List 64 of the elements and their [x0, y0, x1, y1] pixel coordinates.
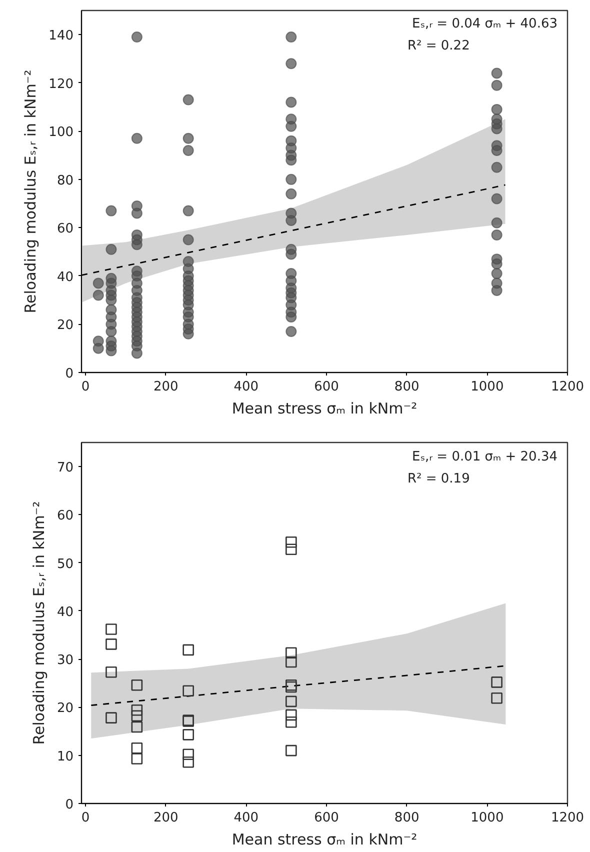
- point: [106, 624, 117, 635]
- y-tick-label: 40: [56, 270, 74, 285]
- x-tick-label: 1000: [470, 810, 504, 826]
- x-tick-label: 800: [394, 810, 420, 826]
- annotation: R² = 0.19: [408, 472, 470, 486]
- x-tick-label: 0: [81, 810, 90, 826]
- point: [106, 638, 117, 650]
- y-tick-label: 120: [48, 76, 74, 92]
- x-tick-label: 200: [153, 810, 178, 826]
- x-tick-label: 1000: [470, 380, 504, 394]
- point: [286, 536, 297, 548]
- point: [491, 692, 502, 704]
- y-tick-label: 60: [56, 222, 74, 237]
- y-tick-label: 0: [65, 366, 74, 382]
- point: [286, 544, 297, 556]
- point: [286, 696, 297, 708]
- y-tick-label: 10: [56, 749, 74, 764]
- x-tick-label: 400: [234, 380, 259, 394]
- point: [286, 647, 297, 658]
- x-tick-label: 800: [394, 380, 420, 394]
- y-tick-label: 20: [56, 318, 74, 334]
- point: [491, 676, 502, 688]
- y-tick-label: 30: [56, 653, 74, 668]
- x-tick-label: 1200: [550, 380, 584, 394]
- point: [106, 666, 117, 678]
- point: [286, 656, 297, 668]
- y-tick-label: 80: [56, 173, 74, 188]
- annotation: Eₛ,ᵣ = 0.01 σₘ + 20.34: [412, 450, 558, 464]
- y-tick-label: 140: [48, 28, 74, 44]
- annotation: Eₛ,ᵣ = 0.04 σₘ + 40.63: [412, 16, 558, 32]
- y-tick-label: 20: [56, 701, 74, 716]
- line-series: [90, 665, 506, 706]
- y-axis-title: Reloading modulus Eₛ,ᵣ in kNm⁻²: [30, 501, 48, 745]
- point: [182, 685, 194, 697]
- point: [131, 742, 143, 754]
- point: [182, 756, 194, 768]
- x-axis-title: Mean stress σₘ in kNm⁻²: [232, 400, 418, 418]
- point: [131, 679, 143, 691]
- point: [286, 744, 297, 756]
- point: [286, 716, 297, 728]
- point: [182, 729, 194, 740]
- y-tick-label: 70: [56, 460, 74, 476]
- annotation: R² = 0.22: [408, 38, 470, 54]
- point: [131, 753, 143, 764]
- x-tick-label: 200: [153, 380, 178, 394]
- x-tick-label: 600: [314, 380, 339, 394]
- x-tick-label: 1200: [550, 810, 584, 826]
- point: [182, 644, 194, 656]
- point: [131, 704, 143, 716]
- y-tick-label: 50: [56, 556, 74, 572]
- x-tick-label: 600: [314, 810, 339, 826]
- y-tick-label: 100: [48, 125, 74, 140]
- x-tick-label: 0: [81, 380, 90, 394]
- y-tick-label: 60: [56, 508, 74, 524]
- y-tick-label: 0: [65, 798, 74, 812]
- point: [106, 712, 117, 724]
- x-axis-title: Mean stress σₘ in kNm⁻²: [232, 830, 418, 848]
- point: [131, 710, 143, 722]
- point: [286, 709, 297, 721]
- point: [131, 721, 143, 733]
- point: [182, 748, 194, 760]
- y-tick-label: 40: [56, 604, 74, 620]
- y-axis-title: Reloading modulus Eₛ,ᵣ in kNm⁻²: [22, 70, 40, 314]
- x-tick-label: 400: [234, 810, 259, 826]
